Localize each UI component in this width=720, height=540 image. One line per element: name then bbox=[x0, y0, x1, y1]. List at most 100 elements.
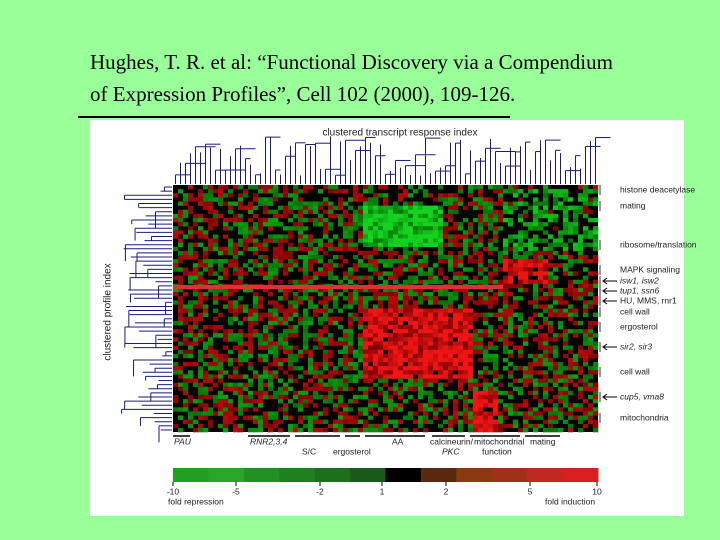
heatmap-cell bbox=[478, 415, 484, 420]
heatmap-cell bbox=[533, 304, 539, 309]
heatmap-cell bbox=[488, 287, 494, 293]
heatmap-cell bbox=[373, 222, 379, 227]
heatmap-cell bbox=[493, 370, 499, 375]
heatmap-cell bbox=[553, 205, 559, 211]
heatmap-cell bbox=[268, 222, 274, 227]
heatmap-cell bbox=[188, 226, 194, 231]
heatmap-cell bbox=[338, 394, 344, 400]
heatmap-cell bbox=[218, 353, 224, 359]
heatmap-cell bbox=[428, 378, 434, 383]
heatmap-cell bbox=[358, 407, 364, 412]
heatmap-cell bbox=[443, 370, 449, 375]
heatmap-cell bbox=[568, 329, 574, 334]
heatmap-cell bbox=[388, 316, 394, 322]
heatmap-cell bbox=[563, 337, 569, 342]
heatmap-cell bbox=[523, 230, 529, 235]
heatmap-cell bbox=[243, 222, 249, 227]
heatmap-cell bbox=[248, 362, 254, 367]
heatmap-cell bbox=[173, 366, 179, 371]
heatmap-cell bbox=[488, 275, 494, 281]
heatmap-cell bbox=[568, 255, 574, 260]
heatmap-cell bbox=[188, 394, 194, 400]
heatmap-cell bbox=[173, 345, 179, 350]
heatmap-cell bbox=[518, 345, 524, 350]
heatmap-cell bbox=[448, 296, 454, 301]
heatmap-cell bbox=[443, 300, 449, 305]
heatmap-cell bbox=[348, 427, 354, 433]
heatmap-cell bbox=[228, 287, 234, 293]
heatmap-cell bbox=[423, 279, 429, 285]
heatmap-cell bbox=[503, 366, 509, 371]
heatmap-cell bbox=[408, 320, 414, 326]
heatmap-cell bbox=[418, 357, 424, 363]
heatmap-cell bbox=[478, 205, 484, 211]
heatmap-cell bbox=[428, 349, 434, 355]
heatmap-cell bbox=[503, 407, 509, 412]
heatmap-cell bbox=[498, 374, 504, 379]
heatmap-cell bbox=[398, 197, 404, 202]
heatmap-cell bbox=[223, 226, 229, 231]
heatmap-cell bbox=[453, 271, 459, 276]
heatmap-cell bbox=[413, 275, 419, 281]
heatmap-cell bbox=[493, 238, 499, 243]
heatmap-cell bbox=[488, 205, 494, 211]
heatmap-cell bbox=[458, 357, 464, 363]
heatmap-cell bbox=[588, 419, 594, 425]
heatmap-cell bbox=[333, 255, 339, 260]
heatmap-cell bbox=[438, 374, 444, 379]
heatmap-cell bbox=[303, 316, 309, 322]
heatmap-cell bbox=[303, 423, 309, 429]
heatmap-cell bbox=[273, 304, 279, 309]
heatmap-cell bbox=[313, 415, 319, 420]
heatmap-cell bbox=[548, 250, 554, 256]
heatmap-cell bbox=[233, 316, 239, 322]
heatmap-cell bbox=[483, 333, 489, 338]
heatmap-cell bbox=[473, 423, 479, 429]
heatmap-cell bbox=[328, 349, 334, 355]
heatmap-cell bbox=[583, 189, 589, 194]
column-label: PKC bbox=[442, 446, 460, 456]
heatmap-cell bbox=[548, 242, 554, 248]
heatmap-cell bbox=[528, 407, 534, 412]
heatmap-cell bbox=[483, 246, 489, 252]
heatmap-cell bbox=[518, 259, 524, 264]
heatmap-cell bbox=[563, 333, 569, 338]
heatmap-cell bbox=[443, 345, 449, 350]
heatmap-cell bbox=[268, 378, 274, 383]
heatmap-cell bbox=[308, 201, 314, 206]
heatmap-cell bbox=[248, 312, 254, 318]
heatmap-cell bbox=[523, 378, 529, 383]
heatmap-cell bbox=[548, 411, 554, 416]
heatmap-cell bbox=[283, 185, 289, 190]
heatmap-cell bbox=[178, 300, 184, 305]
heatmap-cell bbox=[258, 337, 264, 342]
heatmap-cell bbox=[343, 349, 349, 355]
heatmap-cell bbox=[368, 234, 374, 239]
heatmap-cell bbox=[323, 263, 329, 268]
heatmap-cell bbox=[533, 287, 539, 293]
heatmap-cell bbox=[458, 304, 464, 309]
heatmap-cell bbox=[483, 415, 489, 420]
heatmap-cell bbox=[298, 213, 304, 219]
heatmap-cell bbox=[283, 209, 289, 215]
heatmap-cell bbox=[503, 345, 509, 350]
heatmap-cell bbox=[573, 246, 579, 252]
heatmap-cell bbox=[293, 292, 299, 297]
heatmap-cell bbox=[493, 386, 499, 392]
heatmap-cell bbox=[423, 370, 429, 375]
heatmap-cell bbox=[383, 205, 389, 211]
heatmap-cell bbox=[423, 222, 429, 227]
heatmap-cell bbox=[278, 316, 284, 322]
heatmap-cell bbox=[458, 263, 464, 268]
heatmap-cell bbox=[578, 279, 584, 285]
heatmap-cell bbox=[373, 263, 379, 268]
heatmap-cell bbox=[343, 333, 349, 338]
column-label: ergosterol bbox=[333, 446, 371, 456]
heatmap-cell bbox=[338, 242, 344, 248]
heatmap-cell bbox=[558, 308, 564, 313]
heatmap-cell bbox=[213, 366, 219, 371]
heatmap-cell bbox=[423, 238, 429, 243]
heatmap-cell bbox=[408, 209, 414, 215]
heatmap-cell bbox=[568, 415, 574, 420]
heatmap-cell bbox=[518, 283, 524, 289]
